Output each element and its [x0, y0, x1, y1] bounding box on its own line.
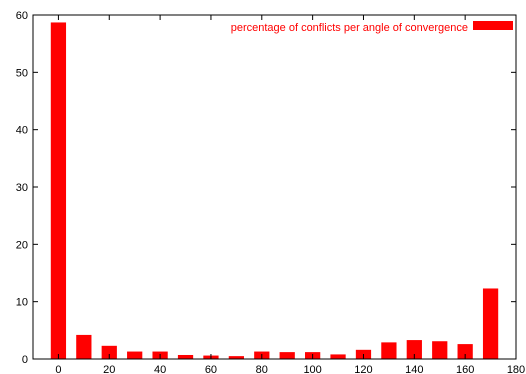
y-tick-label: 10: [16, 297, 28, 309]
y-tick-label: 40: [16, 125, 28, 137]
y-tick-label: 60: [16, 10, 28, 22]
bar: [50, 22, 67, 359]
x-tick-label: 140: [405, 364, 423, 374]
bar: [482, 288, 499, 359]
bar: [127, 351, 143, 359]
bars-layer: [50, 22, 499, 359]
x-tick-label: 60: [205, 364, 217, 374]
bar: [279, 352, 295, 359]
bar: [76, 334, 92, 359]
y-tick-label: 30: [16, 182, 28, 194]
x-tick-label: 120: [354, 364, 372, 374]
bar: [406, 340, 422, 359]
x-tick-label: 80: [256, 364, 268, 374]
bar: [381, 342, 397, 359]
x-tick-label: 20: [103, 364, 115, 374]
bar: [330, 354, 346, 359]
legend-label: percentage of conflicts per angle of con…: [231, 22, 468, 34]
x-tick-label: 0: [55, 364, 61, 374]
plot-frame: [32, 14, 517, 360]
bar: [101, 345, 117, 359]
x-tick-label: 100: [303, 364, 321, 374]
bar: [457, 344, 473, 359]
y-tick-label: 20: [16, 239, 28, 251]
bar: [228, 356, 244, 359]
bar: [177, 354, 194, 359]
x-tick-label: 160: [456, 364, 474, 374]
x-tick-label: 180: [507, 364, 525, 374]
y-tick-label: 50: [16, 67, 28, 79]
axes-layer: 0 10 20 30 40 50 60 0 20 40 60 80 100 120 140 160 180: [16, 10, 525, 374]
y-tick-label: 0: [22, 354, 28, 366]
bar: [432, 341, 448, 359]
x-tick-label: 40: [154, 364, 166, 374]
legend: percentage of conflicts per angle of con…: [231, 21, 513, 34]
legend-swatch: [473, 21, 513, 30]
